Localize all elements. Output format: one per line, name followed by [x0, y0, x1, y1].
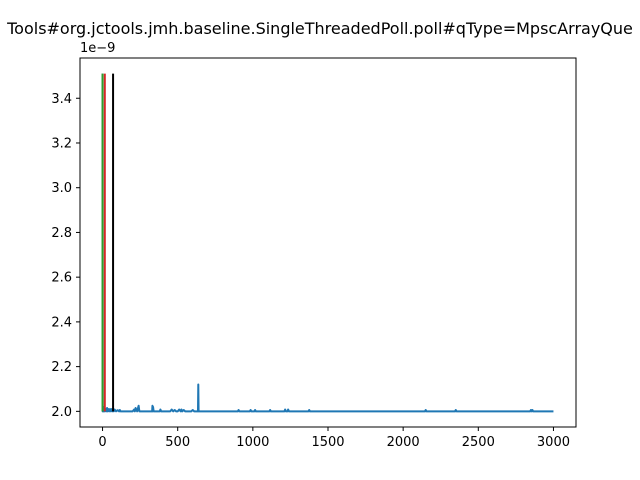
- y-tick-label: 2.8: [51, 226, 72, 241]
- y-tick-label: 2.0: [51, 405, 72, 420]
- x-tick-label: 500: [165, 435, 190, 450]
- y-tick-label: 2.2: [51, 360, 72, 375]
- x-tick-label: 3000: [537, 435, 570, 450]
- y-tick-label: 2.6: [51, 271, 72, 286]
- x-tick-label: 1000: [236, 435, 269, 450]
- x-tick-label: 2000: [387, 435, 420, 450]
- x-tick-label: 0: [98, 435, 106, 450]
- vertical-markers: [101, 73, 115, 412]
- y-axis: 2.0 2.2 2.4 2.6 2.8 3.0 3.2 3.4: [51, 92, 80, 420]
- plot-area-frame: [79, 57, 577, 428]
- y-tick-label: 3.4: [51, 92, 72, 107]
- x-tick-label: 1500: [311, 435, 344, 450]
- y-tick-label: 3.0: [51, 181, 72, 196]
- series-line: [101, 73, 554, 413]
- y-tick-label: 2.4: [51, 315, 72, 330]
- y-axis-offset-label: 1e−9: [80, 41, 115, 56]
- y-tick-label: 3.2: [51, 136, 72, 151]
- series-layer: [101, 73, 554, 413]
- chart-title: Tools#org.jctools.jmh.baseline.SingleThr…: [6, 19, 633, 38]
- x-tick-label: 2500: [462, 435, 495, 450]
- x-axis: 0 500 1000 1500 2000 2500 3000: [98, 427, 570, 450]
